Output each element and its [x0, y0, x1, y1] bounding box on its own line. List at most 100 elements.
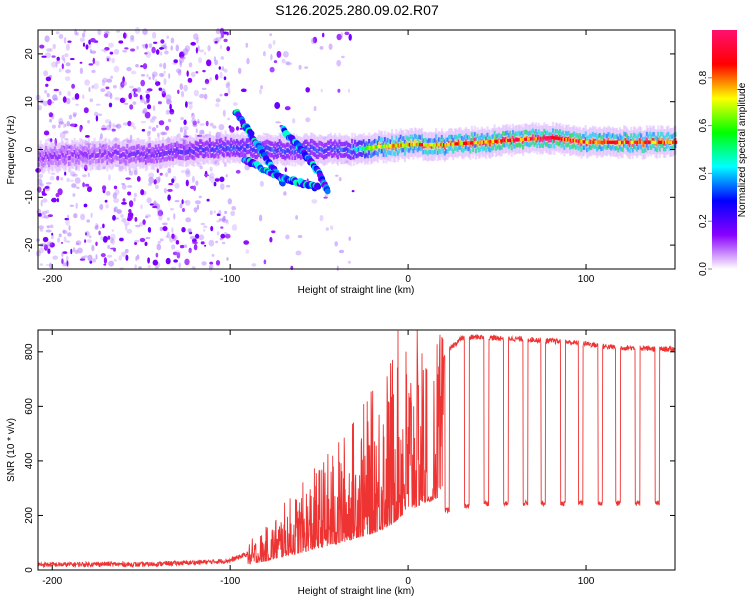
spectrogram-noise-cell: [100, 48, 107, 52]
spectrogram-noise-cell: [125, 177, 131, 180]
spectrogram-core-cell: [662, 140, 665, 144]
spectrogram-ridge-cell: [86, 159, 89, 164]
spectrogram-halo-cell: [149, 136, 152, 166]
spectrogram-ridge-cell: [114, 143, 118, 148]
spectrogram-ridge-cell: [180, 144, 183, 149]
spectrogram-ridge-cell: [92, 147, 95, 152]
spectrogram-ridge-cell: [556, 140, 559, 145]
spectrogram-noise-cell: [119, 97, 126, 104]
spectrogram-ridge-cell: [475, 148, 478, 154]
spectrogram-noise-cell: [218, 218, 224, 222]
spectrogram-ridge-cell: [426, 145, 429, 150]
spectrogram-halo-cell: [117, 138, 120, 168]
spectrogram-noise-cell: [319, 214, 324, 222]
spectrogram-ridge-cell: [163, 157, 166, 162]
spectrogram-ridge-cell: [40, 150, 43, 155]
spectrogram-noise-cell: [63, 57, 66, 64]
spectrogram-ridge-cell: [159, 146, 162, 152]
spectrogram-ridge-cell: [529, 142, 532, 147]
spectrogram-ridge-cell: [507, 144, 510, 149]
spectrogram-halo-cell: [410, 128, 414, 157]
spectrogram-ridge-cell: [344, 147, 347, 152]
spectrogram-noise-cell: [152, 74, 155, 81]
spectrogram-halo-cell: [661, 125, 664, 155]
spectrogram-halo-cell: [129, 140, 132, 170]
spectrogram-ridge-cell: [307, 147, 310, 152]
spectrogram-core-cell: [363, 146, 366, 150]
spectrogram-halo-cell: [413, 127, 416, 157]
spectrogram-halo-cell: [346, 136, 350, 165]
spectrogram-ridge-cell: [369, 147, 372, 153]
spectrogram-ridge-cell: [107, 145, 110, 150]
spectrogram-ridge-cell: [122, 152, 125, 157]
spectrogram-core-cell: [576, 139, 579, 143]
spectrogram-ridge-cell: [72, 146, 75, 152]
spectrogram-ridge-cell: [60, 145, 63, 150]
spectrogram-ridge-cell: [549, 143, 552, 149]
spectrogram-noise-cell: [86, 239, 92, 243]
spectrogram-noise-cell: [142, 63, 148, 70]
spectrogram-noise-cell: [347, 260, 352, 264]
spectrogram-core-cell: [489, 140, 493, 144]
spectrogram-ridge-cell: [225, 152, 229, 157]
spectrogram-ridge-cell: [48, 151, 51, 156]
spectrogram-ridge-cell: [309, 150, 313, 155]
spectrogram-ridge-cell: [53, 157, 56, 163]
spectrogram-noise-cell: [38, 213, 42, 217]
spectrogram-ridge-cell: [328, 152, 331, 157]
spectrogram-ridge-cell: [339, 147, 342, 152]
spectrogram-ridge-cell: [520, 142, 523, 147]
spectrogram-core-cell: [582, 140, 585, 144]
spectrogram-halo-cell: [159, 140, 162, 170]
spectrogram-noise-cell: [140, 74, 146, 77]
spectrogram-ridge-cell: [43, 161, 46, 166]
spectrogram-noise-cell: [202, 134, 207, 139]
spectrogram-core-cell: [474, 141, 477, 145]
spectrogram-ridge-cell: [161, 143, 164, 148]
spectrogram-ridge-cell: [541, 143, 545, 148]
spectrogram-halo-cell: [100, 141, 103, 170]
spectrogram-halo-cell: [667, 125, 670, 155]
spectrogram-ridge-cell: [365, 152, 368, 158]
spectrogram-core-cell: [657, 140, 661, 144]
spectrogram-ridge-cell: [200, 145, 203, 150]
spectrogram-noise-cell: [275, 121, 281, 124]
spectrogram-ridge-cell: [524, 129, 527, 135]
spectrogram-ridge-cell: [403, 145, 406, 150]
spectrogram-noise-cell: [185, 199, 191, 206]
spectrogram-core-cell: [578, 139, 581, 143]
spectrogram-noise-cell: [42, 198, 48, 203]
snr-frame: [37, 329, 676, 571]
spectrogram-halo-cell: [580, 129, 583, 159]
spectrogram-halo-cell: [213, 136, 216, 165]
spectrogram-ridge-cell: [285, 142, 288, 148]
spectrogram-halo-cell: [291, 137, 294, 167]
spectrogram-ridge-cell: [139, 146, 142, 151]
spectrogram-ridge-cell: [522, 145, 525, 150]
spectrogram-core-cell: [592, 140, 595, 144]
spectrogram-ridge-cell: [385, 141, 388, 146]
spectrogram-noise-cell: [64, 171, 67, 176]
spectrogram-ridge-cell: [169, 156, 172, 161]
spectrogram-core-cell: [448, 142, 451, 146]
spectrogram-ridge-cell: [322, 149, 325, 154]
spectrogram-ridge-cell: [470, 138, 473, 143]
spectrogram-noise-cell: [99, 226, 103, 229]
spectrogram-noise-cell: [119, 237, 124, 242]
spectrogram-ridge-cell: [452, 149, 455, 154]
spectrogram-noise-cell: [167, 118, 172, 123]
spectrogram-noise-cell: [62, 130, 69, 134]
spectrogram-ridge-cell: [83, 151, 86, 156]
spectrogram-ridge-cell: [503, 131, 506, 136]
spectrogram-core-cell: [371, 145, 374, 149]
spectrogram-noise-cell: [204, 170, 208, 178]
spectrogram-halo-cell: [188, 135, 192, 164]
snr-ytick-label: 200: [24, 507, 35, 524]
spectrogram-noise-cell: [310, 37, 315, 45]
spectrogram-ridge-cell: [509, 130, 512, 136]
spectrogram-ridge-cell: [606, 145, 609, 150]
spectrogram-ridge-cell: [52, 154, 55, 160]
spectrogram-noise-cell: [220, 233, 226, 239]
spectrogram-ridge-cell: [203, 142, 206, 147]
spectrogram-ridge-cell: [523, 130, 526, 135]
